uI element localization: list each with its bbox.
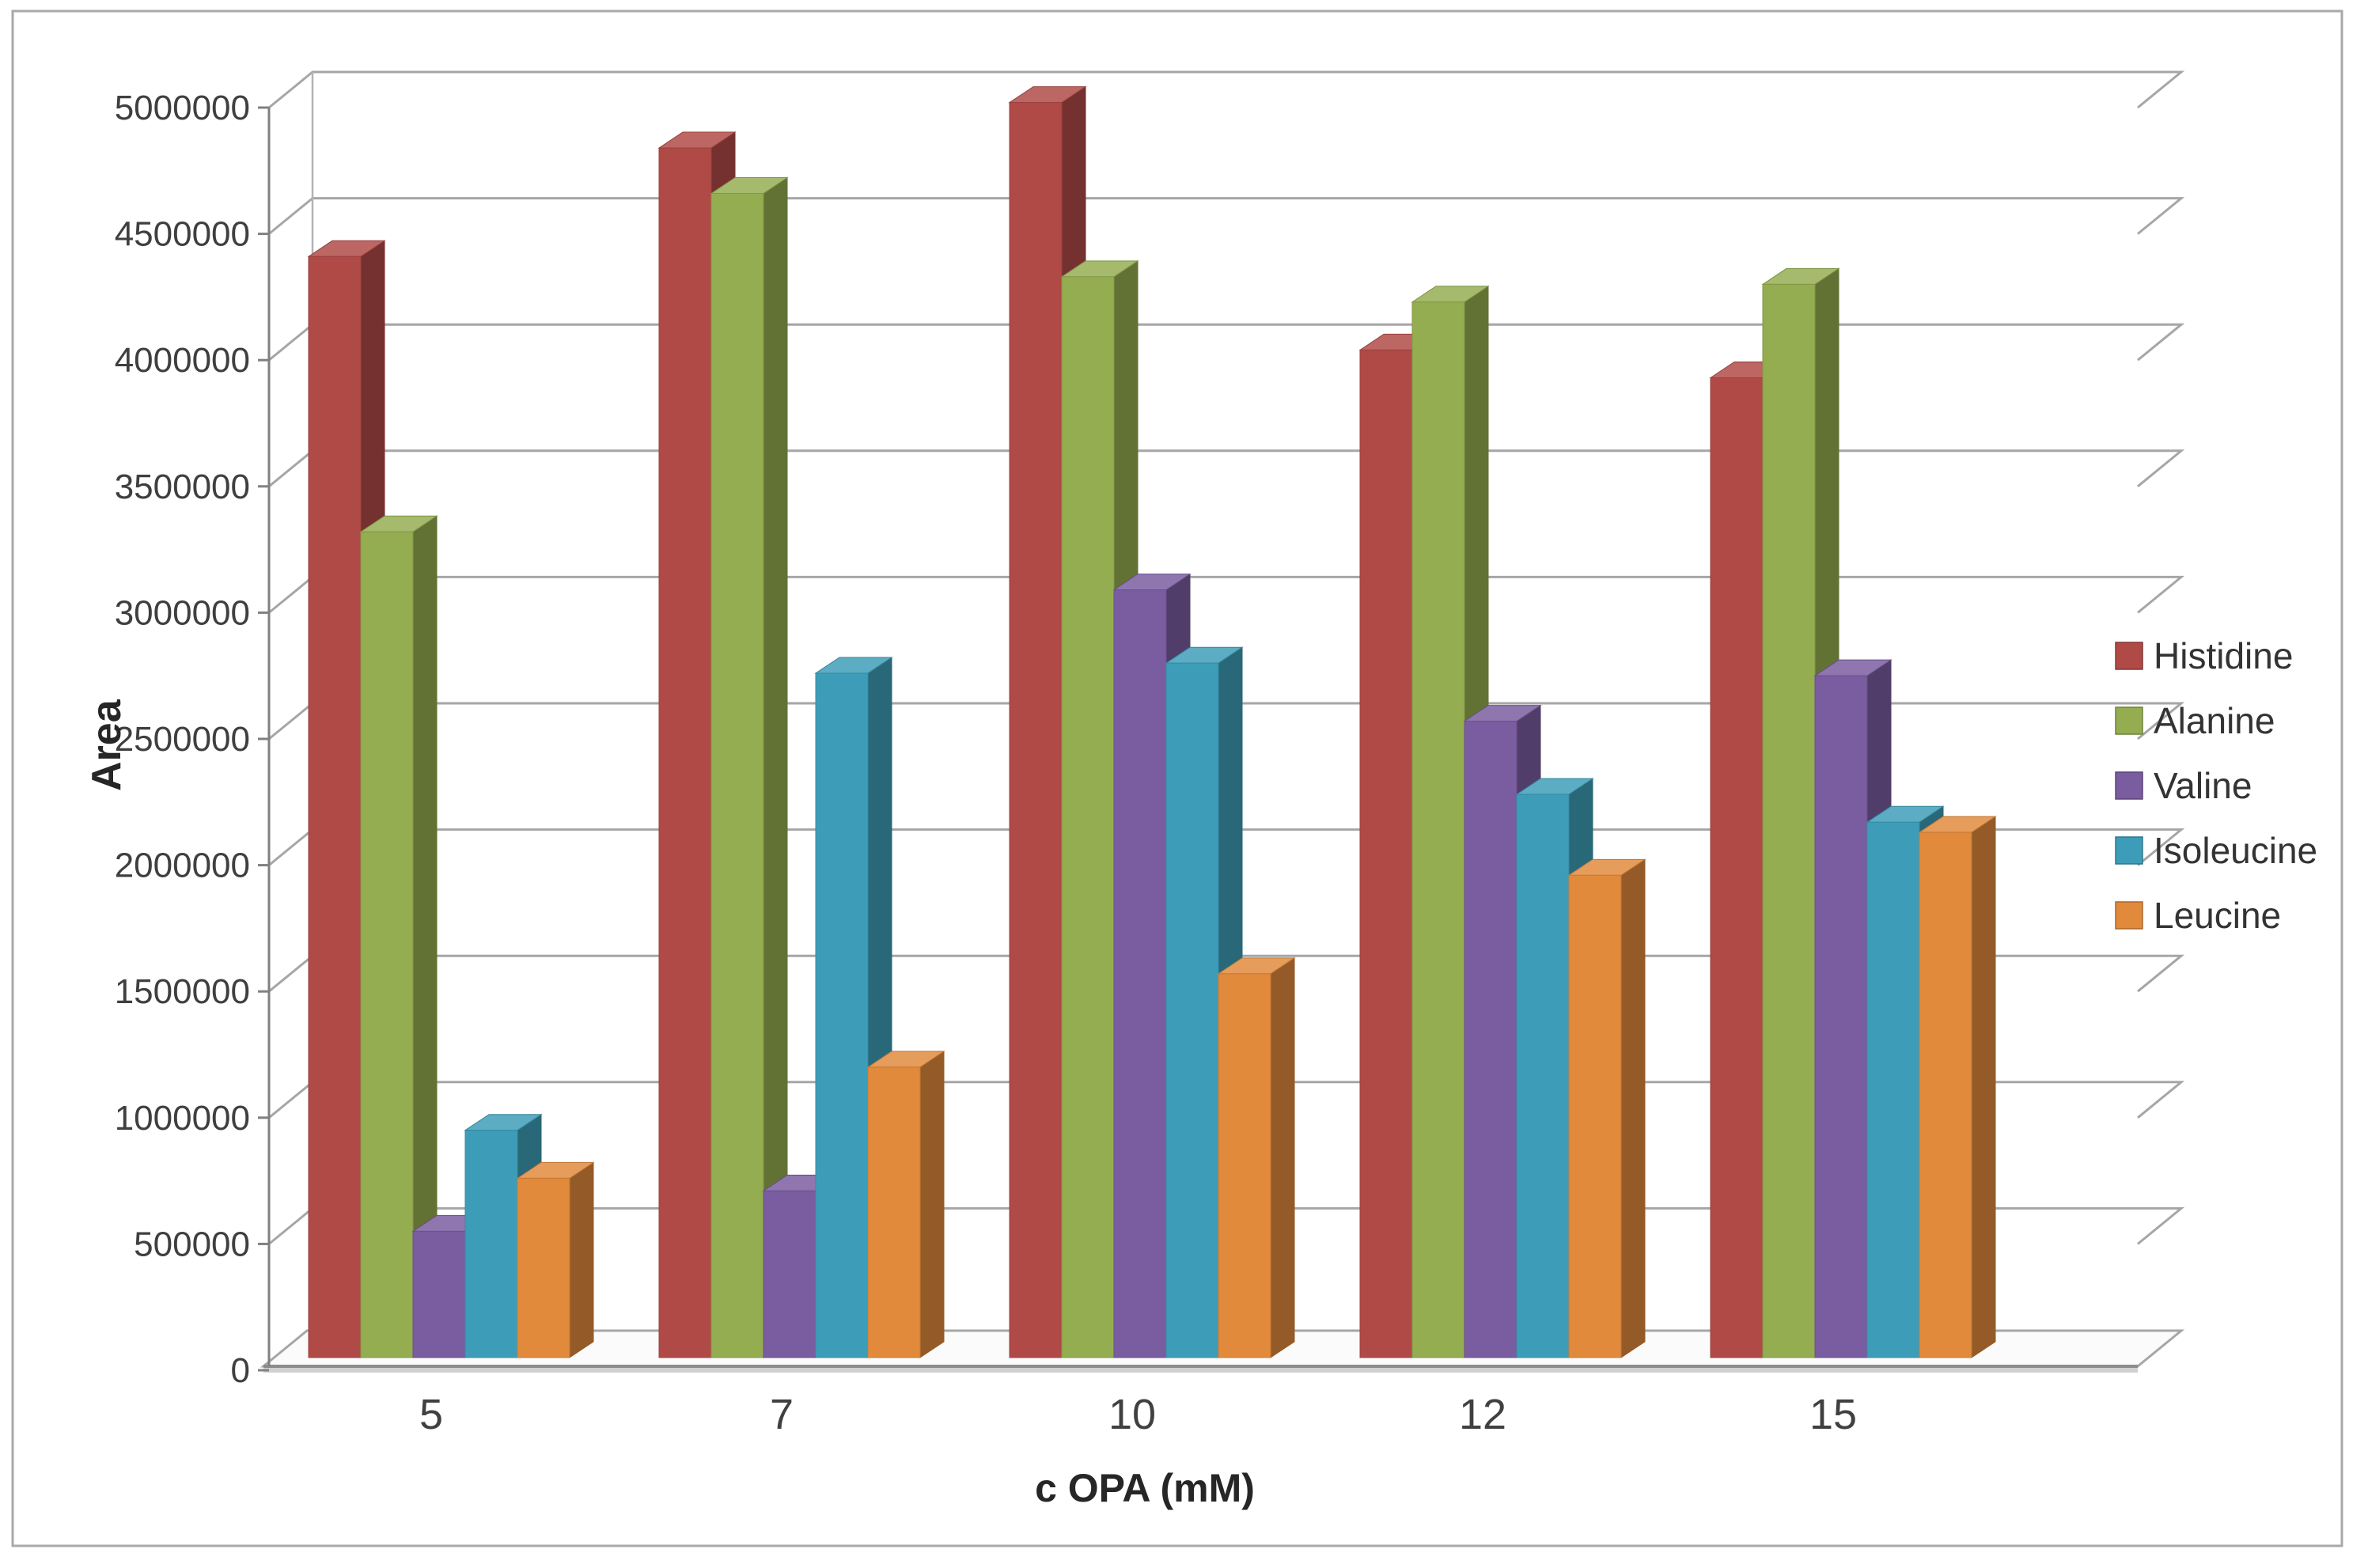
x-tick-label-7: 7 <box>770 1391 794 1438</box>
legend-label: Leucine <box>2154 895 2281 936</box>
histidine-legend-swatch <box>2115 642 2143 670</box>
bar-side-face <box>1971 816 1996 1358</box>
bar-front-face <box>1762 283 1816 1358</box>
alanine-legend-swatch <box>2115 706 2143 735</box>
bar-leucine-7 <box>866 1050 945 1358</box>
x-tick-label-12: 12 <box>1459 1391 1506 1438</box>
gridline-4000000 <box>268 323 2185 362</box>
bar-leucine-10 <box>1217 956 1296 1358</box>
bar-front-face <box>360 531 414 1358</box>
bar-alanine-7 <box>710 176 789 1358</box>
y-tick-label: 500000 <box>134 1225 250 1263</box>
bar-front-face <box>517 1177 570 1358</box>
bar-front-face <box>1866 821 1920 1358</box>
bar-front-face <box>1009 102 1063 1358</box>
gridline-3500000 <box>268 449 2185 487</box>
x-axis-title: c OPA (mM) <box>1035 1466 1255 1510</box>
bar-front-face <box>658 147 712 1358</box>
bar-front-face <box>412 1230 466 1358</box>
gridline-5000000 <box>268 70 2185 109</box>
y-tick-label: 3000000 <box>115 593 250 632</box>
legend-label: Histidine <box>2154 635 2293 676</box>
bar-front-face <box>1516 793 1570 1358</box>
gridline-1500000 <box>268 954 2185 993</box>
bar-front-face <box>1814 675 1868 1358</box>
legend: Histidine Alanine Valine Isoleucine Leucine <box>2115 635 2317 936</box>
category-labels: 5 7 10 12 15 <box>419 1391 1857 1438</box>
y-tick-label: 1000000 <box>115 1099 250 1138</box>
bars <box>307 85 1997 1358</box>
x-tick-label-5: 5 <box>419 1391 443 1438</box>
legend-label: Valine <box>2154 765 2252 806</box>
bar-front-face <box>1568 874 1622 1358</box>
bar-leucine-12 <box>1567 858 1646 1358</box>
legend-item-leucine: Leucine <box>2115 895 2281 936</box>
bar-leucine-15 <box>1918 816 1997 1358</box>
y-tick-label: 3500000 <box>115 468 250 506</box>
bar-front-face <box>710 192 764 1358</box>
gridline-2500000 <box>268 702 2185 740</box>
y-tick-label: 1500000 <box>115 972 250 1011</box>
legend-label: Isoleucine <box>2154 830 2317 871</box>
gridline-3000000 <box>268 575 2185 614</box>
valine-legend-swatch <box>2115 771 2143 800</box>
x-tick-label-10: 10 <box>1108 1391 1156 1438</box>
bar-alanine-5 <box>359 515 438 1358</box>
bar-side-face <box>1270 956 1295 1358</box>
gridline-4500000 <box>268 197 2185 235</box>
bar-front-face <box>1359 349 1413 1358</box>
bar-front-face <box>1411 301 1465 1358</box>
isoleucine-legend-swatch <box>2115 836 2143 865</box>
bar-front-face <box>1919 831 1972 1358</box>
bar-front-face <box>1113 589 1167 1358</box>
y-tick-label: 2000000 <box>115 846 250 885</box>
legend-item-histidine: Histidine <box>2115 635 2293 676</box>
leucine-legend-swatch <box>2115 901 2143 930</box>
y-tick-label: 4000000 <box>115 341 250 380</box>
y-axis-title: Area <box>84 699 130 791</box>
bar-front-face <box>1165 662 1219 1358</box>
legend-item-alanine: Alanine <box>2115 700 2275 741</box>
bar-front-face <box>464 1130 518 1358</box>
bar-leucine-5 <box>516 1161 595 1358</box>
bar-group-5 <box>307 240 595 1358</box>
y-tick-label: 4500000 <box>115 215 250 254</box>
bar-group-10 <box>1008 85 1296 1358</box>
legend-label: Alanine <box>2154 700 2275 741</box>
bar-front-face <box>763 1190 816 1358</box>
y-tick-label: 2500000 <box>115 720 250 759</box>
bar-side-face <box>569 1161 594 1358</box>
bar-front-face <box>1218 973 1271 1358</box>
bar-side-face <box>919 1050 945 1358</box>
y-tick-label: 5000000 <box>115 89 250 127</box>
gridline-2000000 <box>268 828 2185 866</box>
bar-group-7 <box>657 131 945 1358</box>
bar-front-face <box>867 1066 921 1358</box>
bar-front-face <box>1710 377 1764 1358</box>
bar-front-face <box>308 256 362 1358</box>
legend-item-isoleucine: Isoleucine <box>2115 830 2317 871</box>
legend-item-valine: Valine <box>2115 765 2252 806</box>
bar-group-12 <box>1358 285 1646 1358</box>
bar-front-face <box>815 672 869 1358</box>
bar-side-face <box>1620 858 1646 1358</box>
y-tick-label: 0 <box>231 1351 250 1390</box>
bar-front-face <box>1464 721 1517 1358</box>
bar-front-face <box>1061 276 1115 1358</box>
x-tick-label-15: 15 <box>1809 1391 1857 1438</box>
bar-group-15 <box>1709 267 1997 1358</box>
